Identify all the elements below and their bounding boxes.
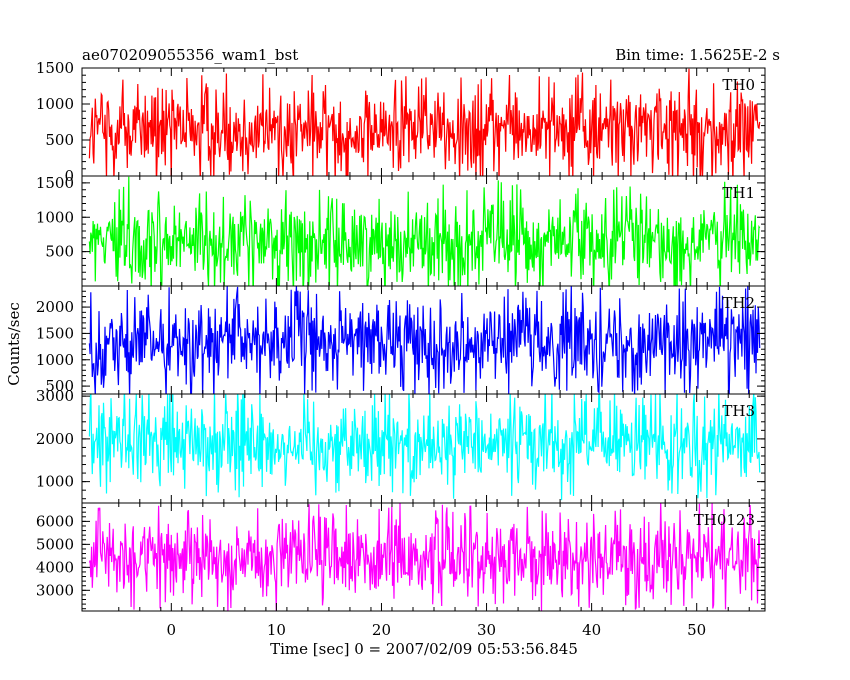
- x-axis-label: Time [sec] 0 = 2007/02/09 05:53:56.845: [270, 640, 578, 658]
- y-tick-label: 1000: [36, 208, 74, 226]
- series-line-th1: [88, 176, 761, 286]
- panels-group: 050010001500TH050010001500TH150010001500…: [36, 59, 766, 639]
- panel-th3: 1000 2000 3000 TH3: [36, 387, 766, 504]
- panel-th1: 500 1000 1500 TH1: [36, 174, 766, 287]
- panel-label-th2: TH2: [722, 294, 755, 312]
- panel-label-th0123: TH0123: [694, 511, 755, 529]
- chart-title: ae070209055356_wam1_bst: [82, 46, 298, 64]
- panel-frame: [81, 502, 766, 612]
- series-line-th0123: [88, 503, 761, 611]
- y-tick-label: 2000: [36, 430, 74, 448]
- panel-label-th1: TH1: [722, 184, 755, 202]
- y-tick-label: 4000: [36, 558, 74, 576]
- y-tick-label: 1000: [36, 473, 74, 491]
- y-tick-label: 1500: [36, 59, 74, 77]
- y-tick-label: 2000: [36, 298, 74, 316]
- y-tick-label: 3000: [36, 581, 74, 599]
- series-line-th3: [88, 394, 761, 501]
- y-axis-label: Counts/sec: [5, 302, 23, 386]
- y-tick-label: 3000: [36, 387, 74, 405]
- x-tick-label: 0: [167, 621, 177, 639]
- y-tick-label: 500: [45, 131, 74, 149]
- x-tick-label: 20: [372, 621, 391, 639]
- y-tick-label: 1000: [36, 95, 74, 113]
- panel-th2: 500 1000 1500 2000 TH2: [36, 285, 766, 395]
- x-tick-label: 30: [477, 621, 496, 639]
- panel-label-th3: TH3: [722, 402, 755, 420]
- y-tick-label: 1500: [36, 174, 74, 192]
- panel-label-th0: TH0: [722, 76, 755, 94]
- x-tick-label: 10: [267, 621, 286, 639]
- x-tick-label: 50: [687, 621, 706, 639]
- x-tick-label: 40: [582, 621, 601, 639]
- y-tick-label: 5000: [36, 535, 74, 553]
- y-tick-label: 6000: [36, 512, 74, 530]
- y-tick-label: 0: [64, 167, 74, 185]
- series-line-th0: [88, 68, 761, 176]
- y-tick-label: 500: [45, 243, 74, 261]
- series-line-th2: [88, 286, 761, 394]
- y-tick-label: 1500: [36, 324, 74, 342]
- panel-th0123: 3000 4000 5000 6000 TH0123: [36, 502, 766, 612]
- bin-time-label: Bin time: 1.5625E-2 s: [615, 46, 780, 64]
- y-tick-label: 500: [45, 377, 74, 395]
- y-tick-label: 1000: [36, 351, 74, 369]
- panel-th0: 0 500 1000 1500 TH0: [36, 59, 766, 185]
